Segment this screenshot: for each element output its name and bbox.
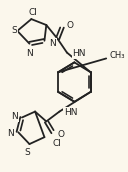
Text: Cl: Cl: [53, 139, 62, 148]
Text: N: N: [12, 112, 18, 121]
Text: CH₃: CH₃: [109, 51, 125, 60]
Text: N: N: [7, 129, 14, 138]
Text: S: S: [12, 26, 17, 35]
Text: N: N: [26, 49, 33, 58]
Text: S: S: [25, 148, 30, 157]
Text: O: O: [67, 22, 74, 30]
Text: N: N: [49, 39, 56, 48]
Text: HN: HN: [73, 49, 86, 58]
Text: Cl: Cl: [29, 8, 38, 17]
Text: HN: HN: [64, 108, 78, 117]
Text: O: O: [58, 130, 65, 139]
